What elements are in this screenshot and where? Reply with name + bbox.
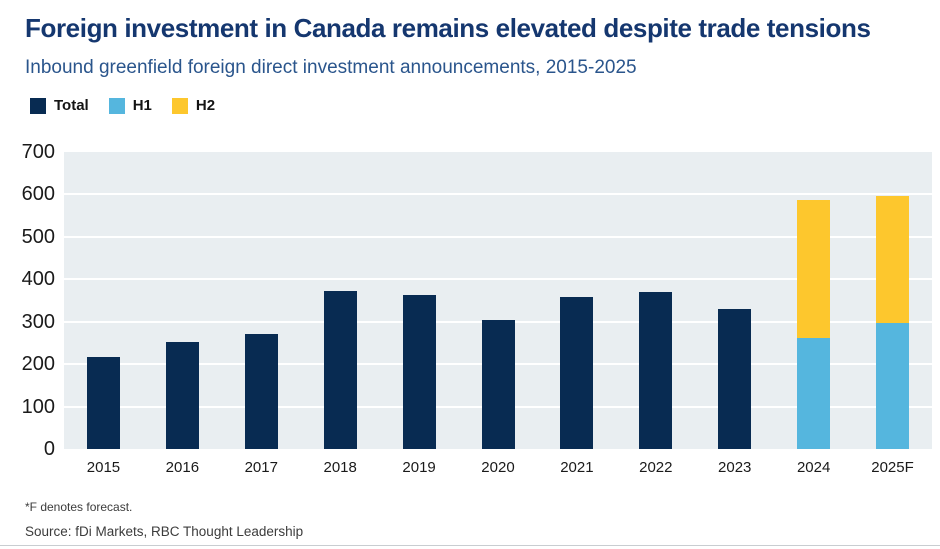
total-swatch-icon bbox=[30, 97, 46, 114]
y-tick-label-500: 500 bbox=[21, 225, 55, 248]
legend-label-h1: H1 bbox=[132, 97, 152, 114]
x-tick-label-2024: 2024 bbox=[796, 459, 831, 476]
plot-area bbox=[64, 152, 932, 449]
x-tick-label-2022: 2022 bbox=[639, 459, 673, 476]
bar-2020-total bbox=[481, 320, 515, 449]
x-tick-label-2019: 2019 bbox=[402, 459, 436, 476]
bar-2023-total bbox=[718, 309, 752, 449]
legend-item-total: Total bbox=[30, 97, 89, 114]
x-tick-label-2021: 2021 bbox=[560, 459, 594, 476]
legend-item-h2: H2 bbox=[171, 97, 216, 114]
gridline-600 bbox=[64, 193, 932, 196]
y-tick-label-400: 400 bbox=[21, 268, 55, 291]
forecast-footnote: *F denotes forecast. bbox=[25, 500, 133, 514]
bar-2015-total bbox=[86, 356, 120, 449]
chart-title: Foreign investment in Canada remains ele… bbox=[25, 13, 871, 43]
bar-2024-h2 bbox=[797, 199, 831, 338]
y-tick-label-700: 700 bbox=[21, 141, 55, 163]
y-tick-label-0: 0 bbox=[43, 438, 55, 460]
chart-subtitle: Inbound greenfield foreign direct invest… bbox=[25, 57, 637, 78]
bar-2018-total bbox=[323, 290, 357, 449]
y-tick-label-300: 300 bbox=[21, 310, 55, 333]
chart-legend: Total H1 H2 bbox=[30, 97, 215, 114]
y-tick-label-200: 200 bbox=[21, 353, 55, 376]
bar-2025F-h2 bbox=[876, 195, 910, 323]
bar-2024-h1 bbox=[797, 337, 831, 449]
h2-swatch-icon bbox=[171, 97, 188, 114]
source-credit: Source: fDi Markets, RBC Thought Leaders… bbox=[25, 524, 304, 539]
x-tick-label-2015: 2015 bbox=[86, 459, 121, 476]
bar-2022-total bbox=[639, 291, 673, 449]
x-tick-label-2018: 2018 bbox=[323, 459, 357, 476]
x-tick-label-2017: 2017 bbox=[244, 459, 278, 476]
y-tick-label-600: 600 bbox=[21, 183, 55, 206]
x-tick-label-2016: 2016 bbox=[165, 459, 200, 476]
bar-2025F-h1 bbox=[876, 323, 910, 449]
legend-label-total: Total bbox=[54, 97, 89, 114]
bar-2021-total bbox=[560, 296, 594, 449]
bar-2017-total bbox=[244, 333, 278, 449]
x-axis: 2015 2016 2017 2018 2019 2020 2021 2022 2023 2024… bbox=[64, 459, 932, 479]
legend-label-h2: H2 bbox=[195, 97, 216, 114]
x-tick-label-2025F: 2025F bbox=[871, 459, 914, 476]
bottom-divider bbox=[0, 545, 940, 546]
bar-2019-total bbox=[402, 295, 436, 449]
legend-item-h1: H1 bbox=[108, 97, 152, 114]
bar-2016-total bbox=[165, 341, 199, 449]
gridline-500 bbox=[64, 235, 932, 238]
gridline-400 bbox=[64, 278, 932, 281]
y-axis: 0 100 200 300 400 500 600 700 bbox=[0, 141, 55, 460]
y-tick-label-100: 100 bbox=[21, 395, 55, 418]
h1-swatch-icon bbox=[108, 97, 125, 114]
x-tick-label-2023: 2023 bbox=[718, 459, 752, 476]
x-tick-label-2020: 2020 bbox=[481, 459, 515, 476]
